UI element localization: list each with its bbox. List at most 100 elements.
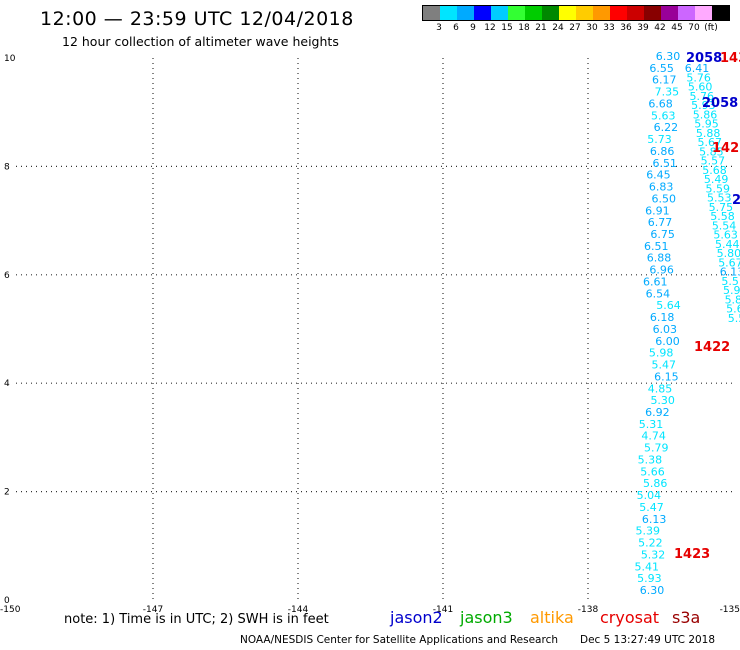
wave-height-value: 5.76 [690, 90, 715, 103]
wave-height-value: 5.04 [637, 489, 662, 502]
legend-label: 36 [620, 23, 632, 33]
legend-label: 21 [535, 23, 547, 33]
satellite-s3a: s3a [672, 608, 701, 627]
wave-height-value: 5.47 [639, 501, 664, 514]
wave-height-value: 5.51 [721, 275, 740, 288]
generated-timestamp: Dec 5 13:27:49 UTC 2018 [580, 634, 716, 646]
wave-height-value: 5.59 [705, 182, 730, 195]
wave-height-value: 4.74 [641, 430, 666, 443]
legend-swatch [712, 6, 729, 20]
wave-height-value: 5.58 [710, 210, 735, 223]
lon-tick-label: -135 [720, 605, 740, 615]
wave-height-value: 4.85 [648, 382, 673, 395]
wave-height-value: 5.47 [652, 359, 677, 372]
lat-tick-label: 6 [4, 271, 10, 281]
wave-height-value: 5.39 [636, 525, 661, 538]
wave-height-value: 5.68 [702, 164, 727, 177]
legend-swatch [508, 6, 525, 20]
legend-swatch [627, 6, 644, 20]
wave-height-value: 6.88 [647, 252, 672, 265]
wave-height-value: 6.00 [655, 335, 680, 348]
legend-swatch [440, 6, 457, 20]
legend-swatch [423, 6, 440, 20]
legend-label: 15 [501, 23, 513, 33]
wave-height-value: 5.93 [637, 572, 662, 585]
lon-tick-label: -147 [143, 605, 163, 615]
footer-note: note: 1) Time is in UTC; 2) SWH is in fe… [64, 612, 329, 627]
wave-height-value: 6.41 [685, 62, 710, 75]
wave-height-value: 6.77 [648, 216, 673, 229]
lat-tick-label: 4 [4, 379, 10, 389]
page-subtitle: 12 hour collection of altimeter wave hei… [62, 34, 339, 49]
wave-height-value: 5.86 [643, 477, 668, 490]
wave-height-value: 6.18 [650, 311, 675, 324]
pass-time-label: 1422 [694, 340, 730, 355]
wave-height-value: 5.79 [644, 442, 669, 455]
axis-ticks: -150 -147 -144 -141 -138 -135 0 2 4 6 8 10 [0, 54, 740, 615]
legend-label: (ft) [704, 23, 718, 33]
wave-height-value: 6.61 [643, 275, 668, 288]
wave-height-value: 6.96 [649, 264, 674, 277]
wave-height-value: 6.51 [653, 157, 678, 170]
wave-height-value: 5.95 [694, 118, 719, 131]
legend-swatch [661, 6, 678, 20]
legend-swatch [457, 6, 474, 20]
legend-label: 18 [518, 23, 530, 33]
legend-swatch [678, 6, 695, 20]
color-legend: 3 6 9 12 15 18 21 24 27 30 33 36 39 42 45 70 (ft) [422, 5, 730, 35]
wave-height-value: 5.57 [728, 312, 740, 325]
legend-label: 6 [453, 23, 459, 33]
wave-height-value: 6.54 [646, 287, 671, 300]
page-title: 12:00 — 23:59 UTC 12/04/2018 [40, 8, 354, 30]
satellite-jason3: jason3 [460, 608, 513, 627]
wave-height-value: 5.66 [640, 465, 665, 478]
wave-height-value: 6.30 [656, 50, 681, 63]
wave-height-value: 5.62 [726, 303, 740, 316]
legend-swatch [525, 6, 542, 20]
wave-height-value: 6.45 [646, 169, 671, 182]
wave-height-value: 5.57 [701, 155, 726, 168]
wave-height-value: 5.88 [696, 127, 721, 140]
wave-height-value: 5.44 [715, 238, 740, 251]
legend-swatch [474, 6, 491, 20]
wave-height-value: 5.63 [713, 229, 738, 242]
legend-label: 3 [436, 23, 442, 33]
wave-height-value: 5.75 [709, 201, 734, 214]
lon-tick-label: -138 [578, 605, 599, 615]
satellite-cryosat: cryosat [600, 608, 660, 627]
legend-swatch [576, 6, 593, 20]
wave-height-value: 7.35 [655, 86, 680, 99]
wave-height-value: 6.22 [654, 121, 679, 134]
wave-height-value: 5.93 [691, 99, 716, 112]
legend-swatch [593, 6, 610, 20]
wave-height-value: 6.13 [642, 513, 667, 526]
satellite-jason2: jason2 [390, 608, 443, 627]
satellite-altika: altika [530, 608, 574, 627]
wave-height-value: 6.86 [650, 145, 675, 158]
pass-time-label: 1423 [674, 547, 710, 562]
legend-swatch [559, 6, 576, 20]
wave-height-value: 6.55 [649, 62, 674, 75]
legend-label: 42 [654, 23, 666, 33]
wave-height-value: 5.63 [651, 109, 676, 122]
legend-swatch [542, 6, 559, 20]
wave-height-value: 5.76 [686, 71, 711, 84]
wave-height-value: 5.80 [717, 247, 740, 260]
legend-label: 33 [603, 23, 615, 33]
pass-time-label: 2058 [702, 96, 738, 111]
wave-height-value: 6.17 [652, 74, 677, 87]
wave-height-value: 5.85 [699, 145, 724, 158]
wave-height-value: 5.31 [639, 418, 664, 431]
wave-height-value: 5.53 [707, 192, 732, 205]
legend-label: 24 [552, 23, 564, 33]
lat-tick-label: 10 [4, 54, 16, 64]
wave-height-value: 5.86 [693, 108, 718, 121]
lat-tick-label: 0 [4, 596, 10, 606]
legend-label: 39 [637, 23, 649, 33]
wave-height-value: 5.54 [712, 219, 737, 232]
wave-height-value: 6.92 [645, 406, 670, 419]
legend-label: 45 [671, 23, 683, 33]
wave-height-value: 6.91 [645, 204, 670, 217]
wave-height-value: 5.67 [718, 256, 740, 269]
